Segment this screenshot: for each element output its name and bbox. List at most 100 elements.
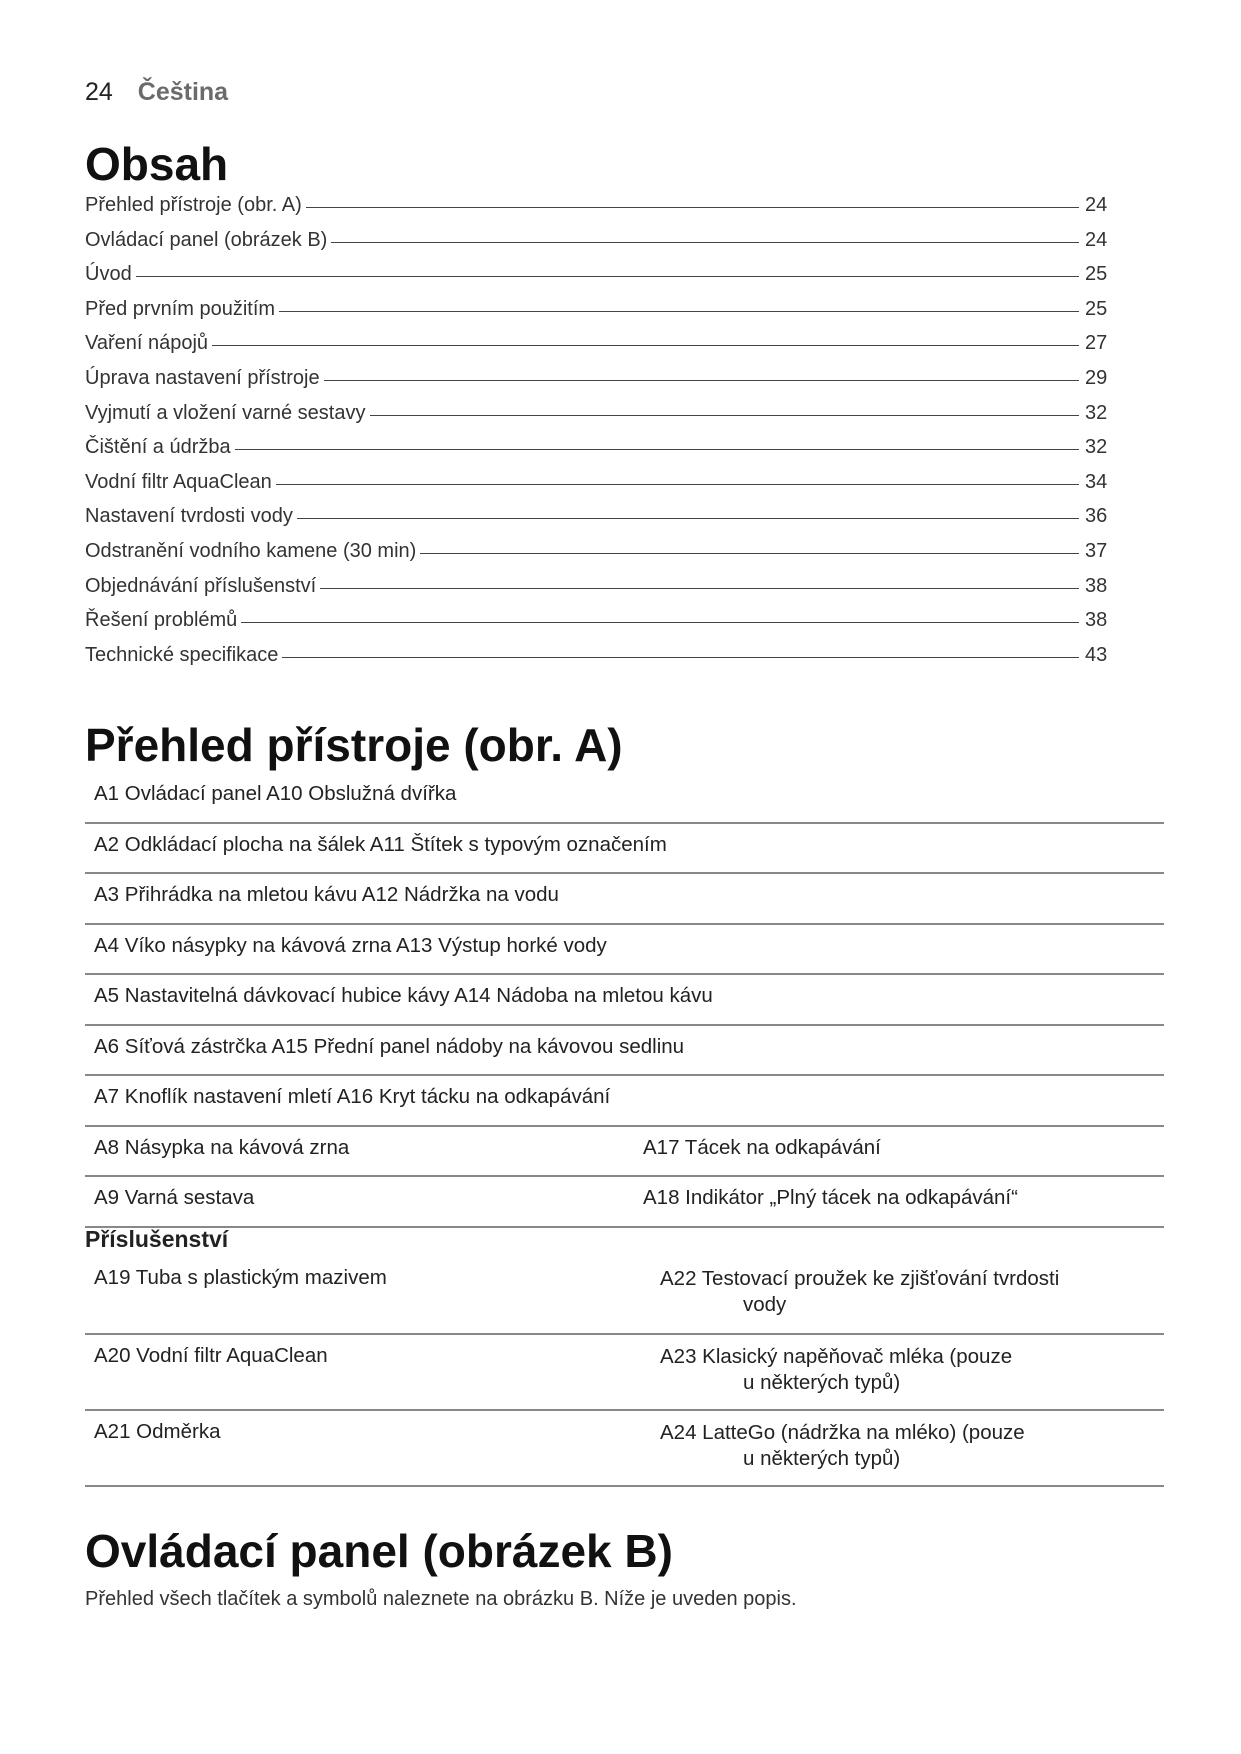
toc-leader <box>241 622 1079 624</box>
toc-item-page: 38 <box>1085 609 1108 632</box>
table-cell: A6 Síťová zástrčka A15 Přední panel nádo… <box>94 1034 685 1058</box>
table-cell: A24 LatteGo (nádržka na mléko) (pouze u n… <box>660 1420 1120 1472</box>
toc-item-label: Úvod <box>85 263 132 286</box>
control-panel-title: Ovládací panel (obrázek B) <box>85 1525 673 1577</box>
table-row: A21 Odměrka A24 LatteGo (nádržka na mléko… <box>85 1411 1164 1487</box>
table-cell: A21 Odměrka <box>94 1420 221 1443</box>
toc-item-page: 37 <box>1085 539 1108 562</box>
table-cell: A23 Klasický napěňovač mléka (pouze u něk… <box>660 1344 1120 1396</box>
table-row: A7 Knoflík nastavení mletí A16 Kryt táck… <box>85 1076 1164 1127</box>
table-cell: A7 Knoflík nastavení mletí A16 Kryt táck… <box>94 1085 611 1108</box>
toc-item-page: 32 <box>1085 401 1108 424</box>
toc-item-page: 36 <box>1085 505 1108 528</box>
table-row: A19 Tuba s plastickým mazivem A22 Testova… <box>85 1262 1164 1335</box>
table-cell: A2 Odkládací plocha na šálek A11 Štítek … <box>94 832 667 856</box>
table-cell: A4 Víko násypky na kávová zrna A13 Výstu… <box>94 933 607 957</box>
toc-leader <box>234 449 1079 451</box>
toc-item[interactable]: Čištění a údržba 32 <box>85 436 1115 471</box>
toc-item[interactable]: Objednávání příslušenství 38 <box>85 575 1115 610</box>
toc-leader <box>305 207 1079 208</box>
toc-item[interactable]: Vodní filtr AquaClean 34 <box>85 471 1115 506</box>
page-header: 24 Čeština <box>85 78 228 107</box>
toc-item-label: Vaření nápojů <box>85 332 209 355</box>
toc-item-page: 38 <box>1085 574 1108 597</box>
table-cell: A19 Tuba s plastickým mazivem <box>94 1266 387 1289</box>
toc-item-page: 29 <box>1085 366 1108 389</box>
toc-item-page: 25 <box>1085 297 1108 320</box>
toc-item-page: 25 <box>1085 263 1108 286</box>
toc-item[interactable]: Řešení problémů 38 <box>85 609 1115 644</box>
toc-item-label: Řešení problémů <box>85 609 238 632</box>
toc-item-label: Technické specifikace <box>85 643 279 666</box>
toc-item-page: 43 <box>1085 643 1108 666</box>
toc-item-label: Ovládací panel (obrázek B) <box>85 228 328 251</box>
toc-item-label: Vodní filtr AquaClean <box>85 470 272 493</box>
toc-leader <box>323 379 1079 381</box>
toc-leader <box>282 656 1079 658</box>
toc-item[interactable]: Vyjmutí a vložení varné sestavy 32 <box>85 402 1115 437</box>
toc-item-label: Nastavení tvrdosti vody <box>85 505 293 528</box>
table-cell: A5 Nastavitelná dávkovací hubice kávy A1… <box>94 984 713 1007</box>
toc-leader <box>369 414 1079 416</box>
toc-item-page: 24 <box>1085 194 1108 216</box>
toc-item-label: Před prvním použitím <box>85 297 276 320</box>
table-row: A4 Víko násypky na kávová zrna A13 Výstu… <box>85 925 1164 975</box>
toc-leader <box>135 276 1079 278</box>
toc-item[interactable]: Technické specifikace 43 <box>85 644 1115 679</box>
table-row: A20 Vodní filtr AquaClean A23 Klasický na… <box>85 1335 1164 1411</box>
language-label: Čeština <box>137 78 229 106</box>
table-row: A6 Síťová zástrčka A15 Přední panel nádo… <box>85 1026 1164 1076</box>
toc-item-label: Objednávání příslušenství <box>85 574 317 597</box>
toc-item-label: Vyjmutí a vložení varné sestavy <box>85 401 366 424</box>
accessories-table: A19 Tuba s plastickým mazivem A22 Testova… <box>85 1262 1164 1487</box>
toc-item[interactable]: Před prvním použitím 25 <box>85 298 1115 333</box>
table-row: A3 Přihrádka na mletou kávu A12 Nádržka … <box>85 874 1164 925</box>
toc-item-label: Čištění a údržba <box>85 436 231 459</box>
table-row: A2 Odkládací plocha na šálek A11 Štítek … <box>85 824 1164 874</box>
cell-text: A24 LatteGo (nádržka na mléko) (pouze <box>660 1421 1025 1444</box>
toc-item-page: 24 <box>1085 228 1108 251</box>
toc-item[interactable]: Přehled přístroje (obr. A) 24 <box>85 194 1115 229</box>
toc-item-page: 32 <box>1085 436 1108 459</box>
table-of-contents: Přehled přístroje (obr. A) 24 Ovládací pan… <box>85 194 1115 678</box>
toc-item-label: Odstranění vodního kamene (30 min) <box>85 539 417 562</box>
toc-leader <box>320 587 1079 589</box>
toc-item[interactable]: Úvod 25 <box>85 263 1115 298</box>
table-cell: A8 Násypka na kávová zrna <box>94 1135 350 1159</box>
toc-leader <box>420 552 1079 554</box>
table-cell: A20 Vodní filtr AquaClean <box>94 1344 328 1367</box>
table-cell: A1 Ovládací panel A10 Obslužná dvířka <box>94 782 457 805</box>
page-number: 24 <box>85 78 113 106</box>
toc-leader <box>275 483 1079 485</box>
toc-title: Obsah <box>85 138 229 190</box>
table-row: A1 Ovládací panel A10 Obslužná dvířka <box>85 773 1164 824</box>
toc-item-page: 34 <box>1085 470 1108 493</box>
cell-text: A23 Klasický napěňovač mléka (pouze <box>660 1345 1013 1368</box>
toc-item-label: Úprava nastavení přístroje <box>85 366 320 389</box>
table-row: A5 Nastavitelná dávkovací hubice kávy A1… <box>85 975 1164 1026</box>
toc-leader <box>279 310 1079 312</box>
toc-item[interactable]: Úprava nastavení přístroje 29 <box>85 367 1115 402</box>
table-cell: A18 Indikátor „Plný tácek na odkapávání“ <box>643 1186 1018 1209</box>
table-cell: A22 Testovací proužek ke zjišťování tvrd… <box>660 1266 1120 1318</box>
toc-leader <box>296 518 1079 520</box>
overview-table: A1 Ovládací panel A10 Obslužná dvířka A2 … <box>85 773 1164 1228</box>
toc-item[interactable]: Vaření nápojů 27 <box>85 332 1115 367</box>
table-cell: A3 Přihrádka na mletou kávu A12 Nádržka … <box>94 883 559 906</box>
toc-item[interactable]: Nastavení tvrdosti vody 36 <box>85 505 1115 540</box>
toc-leader <box>331 241 1079 243</box>
overview-title: Přehled přístroje (obr. A) <box>85 719 623 771</box>
accessories-title: Příslušenství <box>85 1226 229 1252</box>
cell-text: A22 Testovací proužek ke zjišťování tvrd… <box>660 1267 1060 1290</box>
cell-text-continued: u některých typů) <box>743 1371 901 1394</box>
toc-item-label: Přehled přístroje (obr. A) <box>85 194 302 216</box>
table-row: A8 Násypka na kávová zrna A17 Tácek na od… <box>85 1127 1164 1177</box>
toc-item[interactable]: Ovládací panel (obrázek B) 24 <box>85 229 1115 264</box>
toc-item-page: 27 <box>1085 332 1108 355</box>
control-panel-text: Přehled všech tlačítek a symbolů nalezne… <box>85 1588 797 1610</box>
table-cell: A17 Tácek na odkapávání <box>643 1135 881 1159</box>
cell-text-continued: vody <box>743 1293 787 1316</box>
cell-text-continued: u některých typů) <box>743 1447 901 1470</box>
toc-item[interactable]: Odstranění vodního kamene (30 min) 37 <box>85 540 1115 575</box>
table-row: A9 Varná sestava A18 Indikátor „Plný táce… <box>85 1177 1164 1228</box>
